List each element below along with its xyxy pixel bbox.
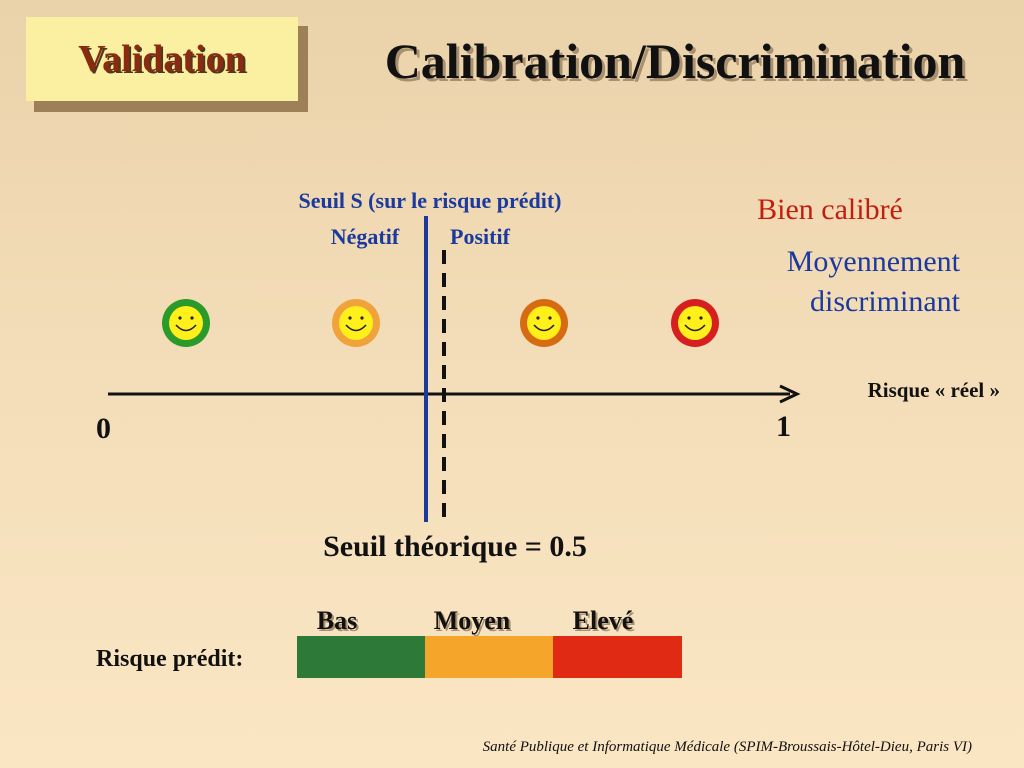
axis-label: Risque « réel » — [867, 378, 1000, 402]
category-medium-label: Moyen — [433, 606, 511, 635]
threshold-label: Seuil S (sur le risque prédit) — [298, 188, 562, 213]
smiley-green-icon — [162, 299, 210, 347]
slide-title: Calibration/Discrimination — [384, 33, 966, 89]
category-high-label: Elevé — [572, 606, 634, 635]
discrimination-line-1: Moyennement — [786, 245, 960, 278]
smiley-red-icon — [671, 299, 719, 347]
risk-bar-medium — [425, 636, 553, 678]
predicted-risk-label: Risque prédit: — [96, 646, 244, 672]
section-tag: Validation — [26, 17, 298, 101]
discrimination-status: Moyennement discriminant — [700, 242, 960, 322]
smiley-dark-orange-icon — [520, 299, 568, 347]
axis-max-label: 1 — [776, 410, 791, 443]
axis-min-label: 0 — [96, 412, 111, 445]
footer-credit: Santé Publique et Informatique Médicale … — [482, 739, 972, 755]
theoretical-threshold-label: Seuil théorique = 0.5 — [323, 530, 587, 563]
category-low-label: Bas — [316, 606, 358, 635]
risk-bar-high — [553, 636, 682, 678]
risk-bar-low — [297, 636, 425, 678]
calibration-status: Bien calibré — [757, 193, 903, 226]
smiley-orange-icon — [332, 299, 380, 347]
section-tag-label: Validation — [78, 38, 246, 80]
positive-label: Positif — [450, 224, 510, 249]
negative-label: Négatif — [330, 224, 400, 249]
discrimination-line-2: discriminant — [810, 285, 960, 318]
axis-arrow-icon — [779, 384, 801, 404]
